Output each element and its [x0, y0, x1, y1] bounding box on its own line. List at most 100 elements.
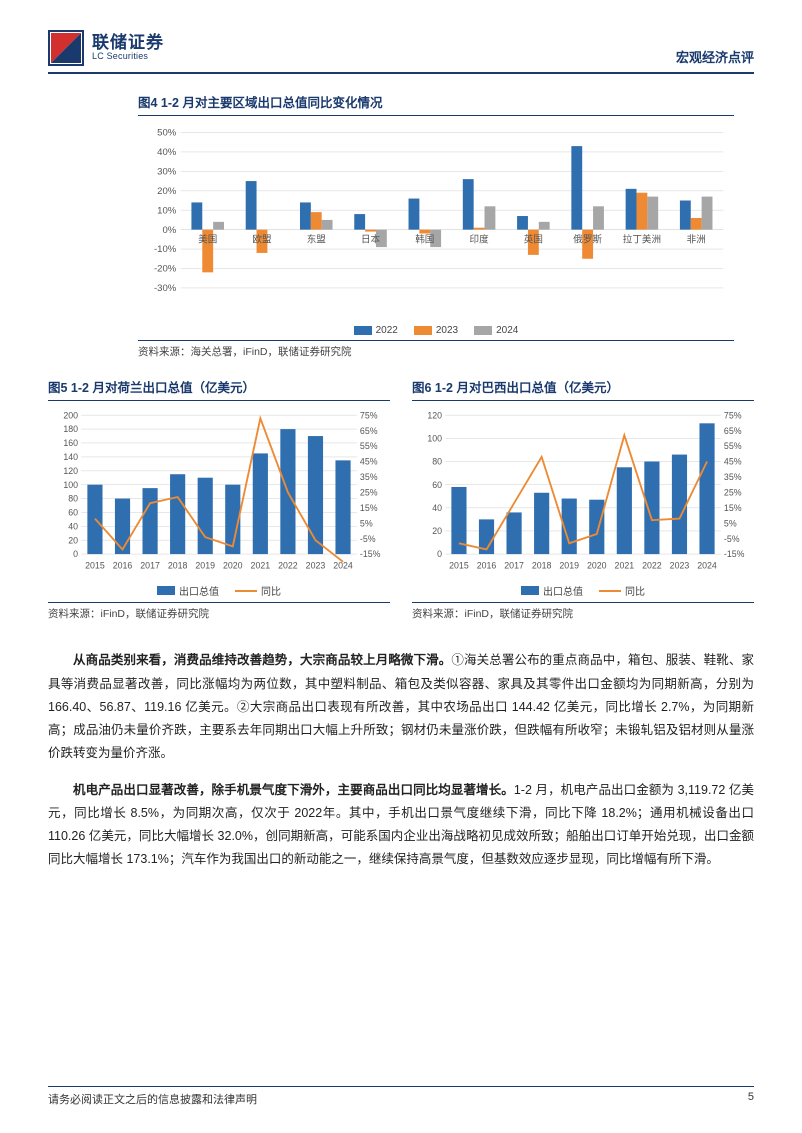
svg-text:东盟: 东盟 [307, 233, 327, 245]
svg-text:10%: 10% [157, 205, 177, 216]
svg-text:俄罗斯: 俄罗斯 [573, 233, 602, 245]
logo-icon [48, 30, 84, 66]
svg-text:100: 100 [427, 433, 442, 443]
fig4-source: 资料来源：海关总署，iFinD，联储证券研究院 [138, 340, 734, 359]
svg-text:120: 120 [427, 410, 442, 420]
svg-text:5%: 5% [724, 518, 737, 528]
svg-text:韩国: 韩国 [415, 233, 434, 245]
svg-text:0: 0 [73, 549, 78, 559]
svg-text:55%: 55% [724, 441, 742, 451]
svg-text:65%: 65% [724, 425, 742, 435]
svg-text:75%: 75% [360, 410, 378, 420]
fig6-legend-line: 同比 [625, 583, 645, 598]
fig6-title: 图6 1-2 月对巴西出口总值（亿美元） [412, 377, 754, 401]
svg-text:2015: 2015 [449, 560, 469, 570]
svg-text:2024: 2024 [697, 560, 717, 570]
paragraph-2: 机电产品出口显著改善，除手机景气度下滑外，主要商品出口同比均显著增长。1-2 月… [48, 779, 754, 872]
brand-logo: 联储证券 LC Securities [48, 30, 164, 66]
svg-text:2021: 2021 [251, 560, 271, 570]
fig5-title: 图5 1-2 月对荷兰出口总值（亿美元） [48, 377, 390, 401]
svg-text:75%: 75% [724, 410, 742, 420]
figure-5: 图5 1-2 月对荷兰出口总值（亿美元） 0204060801001201401… [48, 377, 390, 622]
svg-text:2023: 2023 [306, 560, 326, 570]
svg-text:120: 120 [63, 465, 78, 475]
svg-text:2017: 2017 [504, 560, 524, 570]
svg-text:2018: 2018 [168, 560, 188, 570]
svg-text:25%: 25% [724, 487, 742, 497]
logo-text-en: LC Securities [92, 52, 164, 61]
footer-disclaimer: 请务必阅读正文之后的信息披露和法律声明 [48, 1091, 257, 1107]
svg-text:英国: 英国 [524, 233, 543, 245]
svg-text:-10%: -10% [154, 244, 177, 255]
svg-text:0: 0 [437, 549, 442, 559]
svg-text:45%: 45% [724, 456, 742, 466]
svg-text:20%: 20% [157, 186, 177, 197]
page-header: 联储证券 LC Securities 宏观经济点评 [48, 30, 754, 74]
svg-text:2020: 2020 [223, 560, 243, 570]
svg-text:60: 60 [432, 479, 442, 489]
svg-text:25%: 25% [360, 487, 378, 497]
svg-text:-30%: -30% [154, 283, 177, 294]
svg-text:50%: 50% [157, 128, 177, 139]
svg-text:-20%: -20% [154, 264, 177, 275]
svg-text:2016: 2016 [113, 560, 133, 570]
svg-text:35%: 35% [724, 472, 742, 482]
svg-text:2015: 2015 [85, 560, 105, 570]
doc-category: 宏观经济点评 [676, 47, 754, 66]
fig5-legend: 出口总值 同比 [48, 583, 390, 598]
svg-text:拉丁美洲: 拉丁美洲 [623, 233, 661, 245]
svg-text:15%: 15% [724, 502, 742, 512]
svg-text:2021: 2021 [615, 560, 635, 570]
svg-text:40%: 40% [157, 147, 177, 158]
svg-text:2016: 2016 [477, 560, 497, 570]
legend-2022: 2022 [376, 325, 398, 336]
fig6-source: 资料来源：iFinD，联储证券研究院 [412, 602, 754, 621]
fig4-legend: 2022 2023 2024 [138, 325, 734, 336]
fig6-legend-bar: 出口总值 [543, 583, 583, 598]
svg-text:欧盟: 欧盟 [252, 233, 272, 245]
svg-text:非洲: 非洲 [687, 233, 706, 245]
fig6-chart: 0 20 40 60 80 100 120 -15% -5% 5% 15% 25% 35% 45% 55% 6… [412, 409, 754, 575]
figure-6: 图6 1-2 月对巴西出口总值（亿美元） 0 20 40 60 80 100 120 -15%… [412, 377, 754, 622]
svg-text:-5%: -5% [724, 533, 740, 543]
svg-text:15%: 15% [360, 502, 378, 512]
svg-text:20: 20 [432, 526, 442, 536]
svg-text:2024: 2024 [333, 560, 353, 570]
logo-text-cn: 联储证券 [92, 34, 164, 52]
svg-text:2023: 2023 [670, 560, 690, 570]
svg-text:140: 140 [63, 452, 78, 462]
legend-2023: 2023 [436, 325, 458, 336]
p1-strong: 从商品类别来看，消费品维持改善趋势，大宗商品较上月略微下滑。 [73, 653, 451, 667]
svg-text:80: 80 [432, 456, 442, 466]
svg-text:日本: 日本 [361, 233, 381, 245]
svg-text:2019: 2019 [559, 560, 579, 570]
fig5-legend-bar: 出口总值 [179, 583, 219, 598]
paragraph-1: 从商品类别来看，消费品维持改善趋势，大宗商品较上月略微下滑。①海关总署公布的重点… [48, 649, 754, 765]
fig6-legend: 出口总值 同比 [412, 583, 754, 598]
svg-text:200: 200 [63, 410, 78, 420]
svg-text:2020: 2020 [587, 560, 607, 570]
fig5-legend-line: 同比 [261, 583, 281, 598]
p1-rest: ①海关总署公布的重点商品中，箱包、服装、鞋靴、家具等消费品显著改善，同比涨幅均为… [48, 653, 754, 760]
fig5-source: 资料来源：iFinD，联储证券研究院 [48, 602, 390, 621]
svg-text:180: 180 [63, 424, 78, 434]
page-number: 5 [748, 1091, 754, 1107]
svg-text:45%: 45% [360, 456, 378, 466]
svg-text:2018: 2018 [532, 560, 552, 570]
svg-text:印度: 印度 [470, 233, 490, 245]
svg-text:0%: 0% [162, 225, 176, 236]
fig5-chart: 020406080100120140160180200-15%-5%5%15%2… [48, 409, 390, 575]
svg-text:20: 20 [68, 535, 78, 545]
svg-text:100: 100 [63, 479, 78, 489]
svg-text:80: 80 [68, 493, 78, 503]
svg-text:60: 60 [68, 507, 78, 517]
svg-text:30%: 30% [157, 167, 177, 178]
svg-text:-15%: -15% [724, 549, 745, 559]
body-text: 从商品类别来看，消费品维持改善趋势，大宗商品较上月略微下滑。①海关总署公布的重点… [48, 649, 754, 871]
svg-text:160: 160 [63, 438, 78, 448]
svg-text:40: 40 [432, 502, 442, 512]
page-footer: 请务必阅读正文之后的信息披露和法律声明 5 [48, 1086, 754, 1107]
svg-text:65%: 65% [360, 425, 378, 435]
svg-text:2022: 2022 [278, 560, 298, 570]
svg-text:2017: 2017 [140, 560, 160, 570]
